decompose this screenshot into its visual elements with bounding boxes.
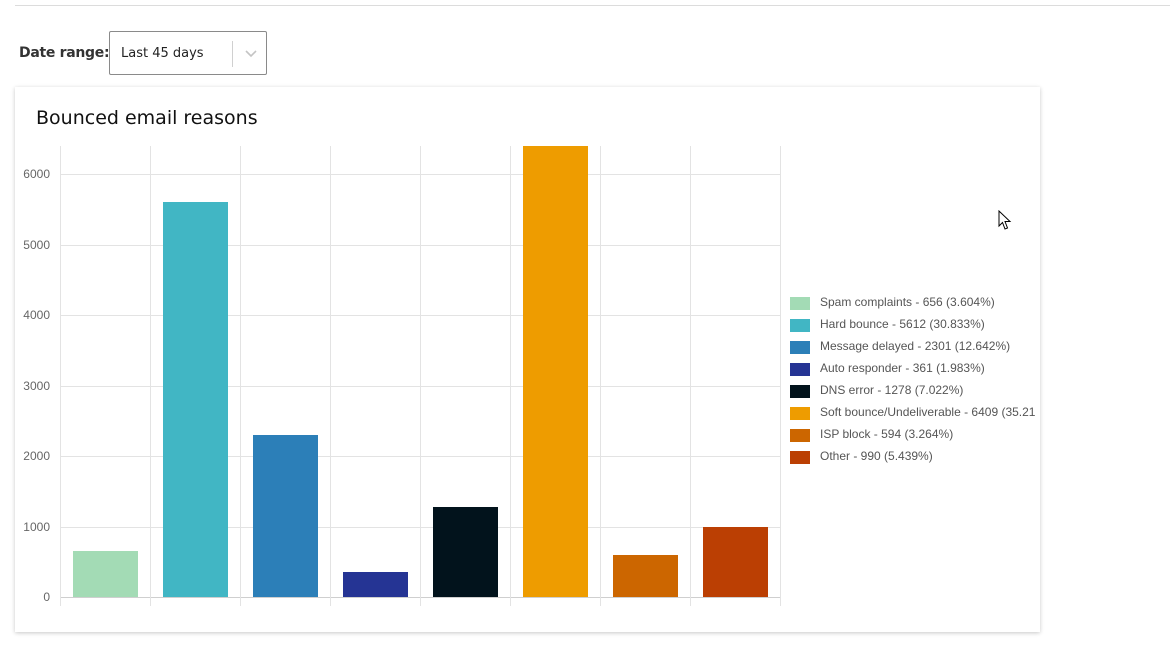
bounced-email-card: Bounced email reasons 0 1000 2000 3000 4000 5…: [15, 87, 1040, 632]
legend-swatch: [790, 451, 810, 464]
legend-swatch: [790, 297, 810, 310]
legend-swatch: [790, 341, 810, 354]
card-title: Bounced email reasons: [36, 107, 258, 129]
y-tick-label: 3000: [23, 378, 50, 393]
y-tick-label: 2000: [23, 449, 50, 464]
y-tick-label: 6000: [23, 167, 50, 182]
bar-spam-complaints[interactable]: [73, 550, 138, 597]
bar-auto-responder[interactable]: [343, 571, 408, 597]
gridline-vertical: [690, 146, 691, 606]
legend-label: Hard bounce - 5612 (30.833%): [820, 317, 985, 331]
mouse-cursor-icon: [998, 210, 1012, 230]
legend-swatch: [790, 385, 810, 398]
gridline-vertical: [60, 146, 61, 606]
bar-message-delayed[interactable]: [253, 434, 318, 597]
legend-swatch: [790, 407, 810, 420]
y-tick-label: 5000: [23, 237, 50, 252]
legend-swatch: [790, 363, 810, 376]
gridline-vertical: [240, 146, 241, 606]
chart-legend: Spam complaints - 656 (3.604%) Hard bounc…: [790, 287, 1036, 467]
select-separator: [232, 41, 233, 67]
legend-swatch: [790, 319, 810, 332]
y-tick-label: 0: [43, 590, 50, 604]
top-divider: [15, 5, 1170, 6]
legend-swatch: [790, 429, 810, 442]
bar-chart-plot: 0 1000 2000 3000 4000 5000 6000: [23, 146, 781, 606]
date-range-select[interactable]: Last 45 days: [109, 31, 267, 75]
gridline-vertical: [330, 146, 331, 606]
gridline-vertical: [510, 146, 511, 606]
bar-other[interactable]: [703, 527, 768, 597]
gridline-vertical: [780, 146, 781, 606]
bar-isp-block[interactable]: [613, 555, 678, 597]
bar-soft-bounce-undeliverable[interactable]: [523, 146, 588, 597]
date-range-value: Last 45 days: [121, 46, 204, 61]
gridline-vertical: [150, 146, 151, 606]
legend-label: Spam complaints - 656 (3.604%): [820, 295, 995, 309]
bar-hard-bounce[interactable]: [163, 201, 228, 597]
legend-label: ISP block - 594 (3.264%): [820, 427, 954, 441]
gridline-vertical: [420, 146, 421, 606]
bar-dns-error[interactable]: [433, 506, 498, 597]
legend-label: Other - 990 (5.439%): [820, 449, 933, 463]
gridline-vertical: [600, 146, 601, 606]
legend-label: Auto responder - 361 (1.983%): [820, 361, 985, 375]
legend-label: Soft bounce/Undeliverable - 6409 (35.21: [820, 405, 1036, 419]
legend-label: Message delayed - 2301 (12.642%): [820, 339, 1011, 353]
y-tick-label: 1000: [23, 519, 50, 534]
date-range-label: Date range:: [19, 45, 110, 61]
legend-label: DNS error - 1278 (7.022%): [820, 383, 964, 397]
chevron-down-icon[interactable]: [244, 46, 258, 60]
y-tick-label: 4000: [23, 308, 50, 323]
